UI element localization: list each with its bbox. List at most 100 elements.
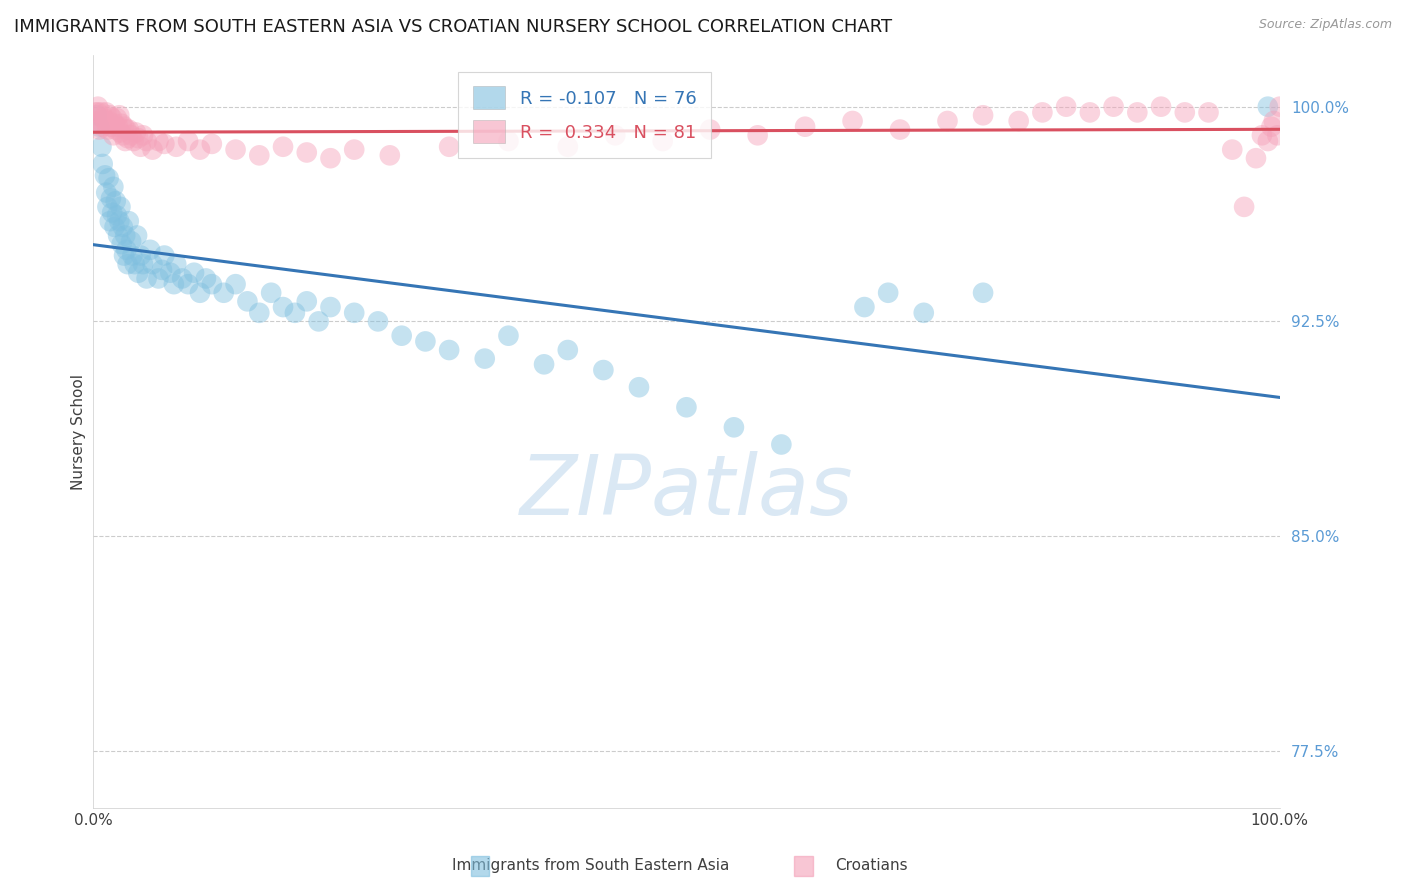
Point <box>1265 128 1288 143</box>
Point <box>1078 105 1101 120</box>
Point <box>498 328 520 343</box>
Point <box>1268 100 1291 114</box>
Point <box>108 108 131 122</box>
Point <box>889 122 911 136</box>
Point <box>96 200 118 214</box>
Point <box>723 420 745 434</box>
Point <box>212 285 235 300</box>
Text: Source: ZipAtlas.com: Source: ZipAtlas.com <box>1258 18 1392 31</box>
Point <box>877 285 900 300</box>
Point <box>163 277 186 292</box>
Point <box>557 140 579 154</box>
Point <box>1233 200 1256 214</box>
Point <box>1150 100 1173 114</box>
Point <box>127 266 149 280</box>
Point <box>177 134 200 148</box>
Point <box>1174 105 1197 120</box>
Point <box>111 128 134 143</box>
Point <box>972 108 994 122</box>
Point <box>129 248 152 262</box>
Point <box>592 363 614 377</box>
Point <box>1198 105 1220 120</box>
Point <box>557 343 579 357</box>
Point <box>103 128 125 143</box>
Point <box>225 143 247 157</box>
Point <box>89 114 111 128</box>
Point <box>284 306 307 320</box>
Point <box>105 111 128 125</box>
Point <box>148 134 170 148</box>
Point <box>1054 100 1077 114</box>
Point <box>120 234 142 248</box>
Point <box>201 136 224 151</box>
Point <box>103 219 125 234</box>
Point <box>135 271 157 285</box>
Point <box>1257 100 1279 114</box>
Point <box>391 328 413 343</box>
Point <box>139 243 162 257</box>
Point <box>97 114 120 128</box>
Point <box>111 237 134 252</box>
Point <box>177 277 200 292</box>
Point <box>141 143 163 157</box>
Point <box>104 122 127 136</box>
Point <box>201 277 224 292</box>
Point <box>1126 105 1149 120</box>
Point <box>96 105 118 120</box>
Point <box>437 343 460 357</box>
Point <box>118 214 141 228</box>
Point <box>271 140 294 154</box>
Point <box>675 401 697 415</box>
Point <box>105 209 128 223</box>
Point <box>98 214 121 228</box>
Point <box>936 114 959 128</box>
Point <box>605 128 627 143</box>
Point <box>247 148 270 162</box>
Point <box>912 306 935 320</box>
Point <box>153 136 176 151</box>
Point <box>94 169 117 183</box>
Point <box>183 266 205 280</box>
Point <box>172 271 194 285</box>
Point <box>1102 100 1125 114</box>
Point <box>124 257 146 271</box>
Point <box>93 111 115 125</box>
Point <box>367 314 389 328</box>
Point <box>117 131 139 145</box>
Point <box>972 285 994 300</box>
Point <box>165 140 187 154</box>
Point <box>841 114 863 128</box>
Point <box>122 134 145 148</box>
Point <box>1257 134 1279 148</box>
Point <box>319 300 342 314</box>
Point <box>132 257 155 271</box>
Point <box>111 117 134 131</box>
Point <box>115 122 138 136</box>
Point <box>94 114 117 128</box>
Point <box>794 120 817 134</box>
Point <box>118 122 141 136</box>
Point <box>120 128 142 143</box>
Point <box>1220 143 1243 157</box>
Point <box>110 200 132 214</box>
Point <box>127 131 149 145</box>
Point <box>1251 128 1274 143</box>
Point <box>96 122 118 136</box>
Point <box>343 143 366 157</box>
Point <box>112 248 135 262</box>
Point <box>141 257 163 271</box>
Point <box>1263 114 1285 128</box>
Point <box>260 285 283 300</box>
Point <box>114 134 136 148</box>
Point <box>135 134 157 148</box>
Point <box>343 306 366 320</box>
Point <box>107 120 129 134</box>
Point <box>91 157 114 171</box>
Point <box>87 122 110 136</box>
Point <box>91 120 114 134</box>
Point <box>474 351 496 366</box>
Point <box>150 263 173 277</box>
Point <box>97 171 120 186</box>
Point <box>87 100 110 114</box>
Point <box>96 186 118 200</box>
